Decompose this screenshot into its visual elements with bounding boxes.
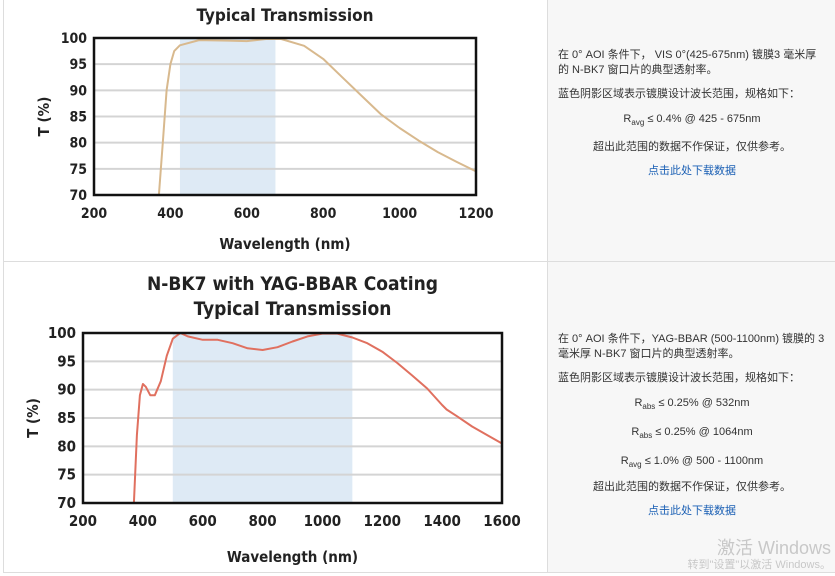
y-tick-label: 100 <box>61 31 88 47</box>
spec-value: ≤ 0.25% @ 1064nm <box>655 426 753 439</box>
y-axis-label: T (%) <box>35 97 53 137</box>
x-tick-label: 200 <box>81 206 108 222</box>
x-tick-label: 600 <box>189 512 217 530</box>
spec-symbol: R <box>620 455 629 468</box>
y-tick-label: 95 <box>57 352 76 370</box>
chart-cell-1: Typical Transmission 70 75 80 85 90 95 100 200 40… <box>3 0 547 262</box>
transmission-chart-yag-bbar: N-BK7 with YAG-BBAR Coating Typical Trans… <box>24 273 521 566</box>
spec-line: Rabs ≤ 0.25% @ 532nm <box>558 395 826 415</box>
spec-symbol: R <box>631 426 640 439</box>
plot-frame <box>92 36 478 197</box>
y-tick-label: 85 <box>69 110 87 126</box>
disclaimer: 超出此范围的数据不作保证，仅供参考。 <box>593 141 791 154</box>
description-text: 在 0° AOI 条件下， VIS 0°(425-675nm) 镀膜3 毫米厚的… <box>558 49 817 76</box>
y-tick-label: 75 <box>57 466 76 484</box>
y-tick-label: 100 <box>48 324 76 342</box>
chart-subtitle: Typical Transmission <box>194 298 392 320</box>
x-tick-label: 400 <box>157 206 184 222</box>
y-tick-label: 80 <box>57 437 76 455</box>
y-tick-label: 95 <box>69 57 87 73</box>
spec-subscript: avg <box>631 118 645 128</box>
x-tick-label: 1000 <box>304 512 342 530</box>
spec-line: Rabs ≤ 0.25% @ 1064nm <box>558 424 826 444</box>
x-tick-label: 1000 <box>382 206 417 222</box>
x-tick-label: 800 <box>248 512 276 530</box>
spec-value: ≤ 0.4% @ 425 - 675nm <box>647 113 761 125</box>
spec-line: Ravg ≤ 0.4% @ 425 - 675nm <box>558 111 826 131</box>
chart-title: Typical Transmission <box>197 6 374 26</box>
spec-symbol: R <box>623 113 632 125</box>
y-tick-label: 90 <box>57 381 76 399</box>
x-axis-label: Wavelength (nm) <box>219 235 350 253</box>
y-tick-label: 70 <box>57 494 76 512</box>
x-tick-label: 600 <box>234 206 261 222</box>
download-data-link[interactable]: 点击此处下载数据 <box>648 165 736 178</box>
description-cell-2: 在 0° AOI 条件下，YAG-BBAR (500-1100nm) 镀膜的 3… <box>547 262 835 573</box>
download-data-link[interactable]: 点击此处下载数据 <box>648 504 736 517</box>
y-tick-label: 75 <box>69 162 87 178</box>
x-tick-label: 1400 <box>423 512 461 530</box>
x-tick-label: 200 <box>69 512 97 530</box>
y-tick-label: 80 <box>69 136 87 152</box>
spec-symbol: R <box>634 397 643 409</box>
description-block-2: 在 0° AOI 条件下，YAG-BBAR (500-1100nm) 镀膜的 3… <box>558 332 826 528</box>
description-block-1: 在 0° AOI 条件下， VIS 0°(425-675nm) 镀膜3 毫米厚的… <box>558 48 826 188</box>
transmission-chart-vis: Typical Transmission 70 75 80 85 90 95 100 200 40… <box>35 6 494 253</box>
spec-value: ≤ 1.0% @ 500 - 1100nm <box>644 455 764 468</box>
spec-subscript: avg <box>628 460 642 470</box>
activation-watermark: 激活 Windows <box>716 538 831 558</box>
spec-value: ≤ 0.25% @ 532nm <box>658 397 750 409</box>
spec-line: Ravg ≤ 1.0% @ 500 - 1100nm <box>558 453 826 473</box>
chart-title: N-BK7 with YAG-BBAR Coating <box>147 273 438 295</box>
transmission-curve <box>132 332 503 504</box>
spec-subscript: abs <box>642 402 656 412</box>
activation-watermark-sub: 转到"设置"以激活 Windows。 <box>687 559 832 571</box>
y-tick-label: 70 <box>69 188 87 204</box>
spec-subscript: abs <box>639 431 653 441</box>
y-tick-label: 85 <box>57 409 76 427</box>
x-tick-label: 400 <box>129 512 157 530</box>
chart-cell-2: N-BK7 with YAG-BBAR Coating Typical Trans… <box>3 262 547 573</box>
shading-note: 蓝色阴影区域表示镀膜设计波长范围，规格如下： <box>558 372 800 384</box>
y-tick-label: 90 <box>69 83 87 99</box>
disclaimer: 超出此范围的数据不作保证，仅供参考。 <box>593 480 791 493</box>
plot-frame <box>81 331 504 505</box>
x-tick-label: 800 <box>310 206 337 222</box>
x-axis-label: Wavelength (nm) <box>227 548 358 566</box>
y-axis-label: T (%) <box>24 398 42 438</box>
x-tick-label: 1600 <box>483 512 521 530</box>
x-tick-label: 1200 <box>458 206 493 222</box>
shading-note: 蓝色阴影区域表示镀膜设计波长范围，规格如下： <box>558 88 800 100</box>
description-cell-1: 在 0° AOI 条件下， VIS 0°(425-675nm) 镀膜3 毫米厚的… <box>547 0 835 262</box>
x-tick-label: 1200 <box>364 512 402 530</box>
description-text: 在 0° AOI 条件下，YAG-BBAR (500-1100nm) 镀膜的 3… <box>558 333 825 360</box>
